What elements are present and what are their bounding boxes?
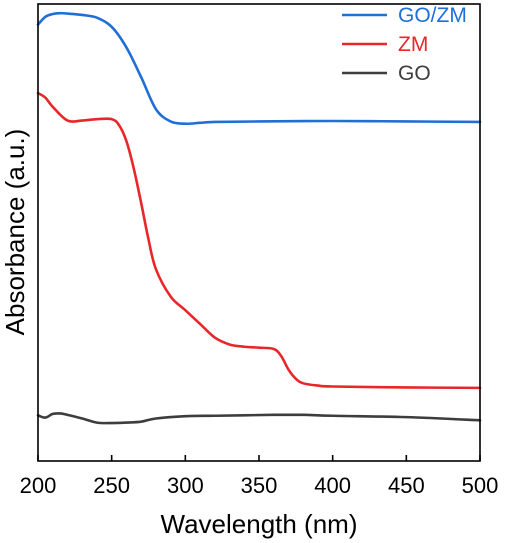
- x-axis-title: Wavelength (nm): [161, 509, 358, 539]
- y-axis-title: Absorbance (a.u.): [0, 129, 30, 336]
- x-axis-ticks: [37, 455, 481, 461]
- legend-label-zm: ZM: [398, 33, 428, 56]
- x-tick-label: 400: [314, 473, 351, 498]
- legend-label-go: GO: [398, 62, 431, 85]
- series-lines: [36, 11, 482, 425]
- x-axis-tick-labels: 200 250 300 350 400 450 500: [20, 473, 499, 498]
- legend-label-go-zm: GO/ZM: [398, 4, 467, 27]
- series-line-go: [36, 412, 482, 425]
- x-tick-label: 450: [388, 473, 425, 498]
- legend: GO/ZM ZM GO: [342, 4, 467, 85]
- x-tick-label: 350: [241, 473, 278, 498]
- x-tick-label: 300: [167, 473, 204, 498]
- series-line-go-zm: [36, 11, 482, 126]
- x-tick-label: 500: [462, 473, 499, 498]
- x-tick-label: 200: [20, 473, 57, 498]
- series-line-zm: [36, 91, 482, 390]
- x-tick-label: 250: [93, 473, 130, 498]
